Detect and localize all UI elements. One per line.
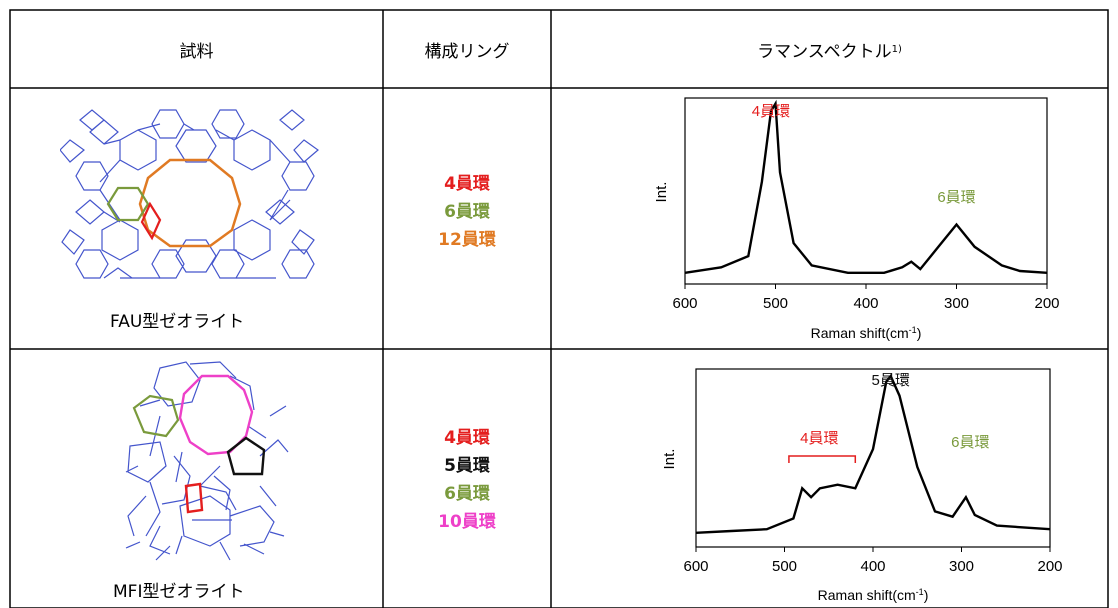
header-sample: 試料	[10, 10, 383, 88]
mfi-six-ring-shape	[132, 394, 180, 438]
mfi-ring-10: 10員環	[438, 512, 496, 532]
mfi-ring-4: 4員環	[444, 428, 490, 448]
fau-xlabel: Raman shift(cm-1)	[811, 325, 922, 341]
fau-sample-name: FAU型ゼオライト	[110, 312, 245, 332]
mfi-tick-label: 600	[683, 558, 708, 575]
fau-raman-chart: 600 500 400 300 200 Int. Raman shift(cm-1) 4…	[653, 97, 1060, 341]
header-rings: 構成リング	[383, 10, 551, 88]
mfi-ylabel: Int.	[661, 449, 678, 470]
fau-ring-4: 4員環	[444, 174, 490, 194]
fau-tick-label: 300	[944, 295, 969, 312]
fau-structure-image	[60, 109, 319, 279]
fau-ylabel: Int.	[653, 182, 670, 203]
fau-spectrum-line	[684, 99, 1048, 274]
mfi-structure-image	[125, 361, 289, 561]
fau-peak-label-4ring: 4員環	[752, 103, 790, 120]
fau-tick-label: 200	[1034, 295, 1059, 312]
fau-tick-label: 400	[853, 295, 878, 312]
header-raman: ラマンスペクトル 1)	[551, 10, 1108, 88]
mfi-peak-label-5ring: 5員環	[872, 372, 910, 389]
fau-ring-6: 6員環	[444, 202, 490, 222]
mfi-plot-frame	[695, 368, 1051, 548]
mfi-tick-label: 400	[860, 558, 885, 575]
mfi-raman-chart: 600 500 400 300 200 Int. Raman shift(cm-1) 5…	[661, 368, 1063, 603]
fau-peak-label-6ring: 6員環	[937, 189, 975, 206]
header-rings-label: 構成リング	[424, 41, 510, 62]
mfi-ring-6: 6員環	[444, 484, 490, 504]
mfi-xlabel: Raman shift(cm-1)	[818, 587, 929, 603]
mfi-tick-label: 200	[1037, 558, 1062, 575]
mfi-sample-name: MFI型ゼオライト	[113, 582, 245, 602]
mfi-ten-ring-shape	[178, 374, 254, 456]
mfi-tick-label: 300	[949, 558, 974, 575]
mfi-ring-list: 4員環 5員環 6員環 10員環	[383, 424, 551, 536]
mfi-tick-label: 500	[772, 558, 797, 575]
fau-tick-label: 500	[763, 295, 788, 312]
four-ring-shape	[140, 201, 162, 241]
fau-plot-frame	[684, 97, 1048, 285]
header-sample-label: 試料	[179, 41, 214, 62]
mfi-ring-5: 5員環	[444, 456, 490, 476]
mfi-four-ring-bracket	[788, 455, 857, 463]
fau-ring-12: 12員環	[438, 230, 496, 250]
fau-tick-label: 600	[672, 295, 697, 312]
mfi-four-ring-shape	[184, 482, 204, 514]
fau-ring-list: 4員環 6員環 12員環	[383, 170, 551, 254]
mfi-peak-label-6ring: 6員環	[951, 434, 989, 451]
mfi-peak-label-4ring: 4員環	[800, 430, 838, 447]
six-ring-shape	[106, 186, 150, 222]
header-raman-label: ラマンスペクトル	[757, 41, 892, 62]
mfi-five-ring-shape	[226, 436, 266, 476]
header-raman-sup: 1)	[891, 43, 902, 55]
mfi-spectrum-line	[695, 373, 1051, 534]
